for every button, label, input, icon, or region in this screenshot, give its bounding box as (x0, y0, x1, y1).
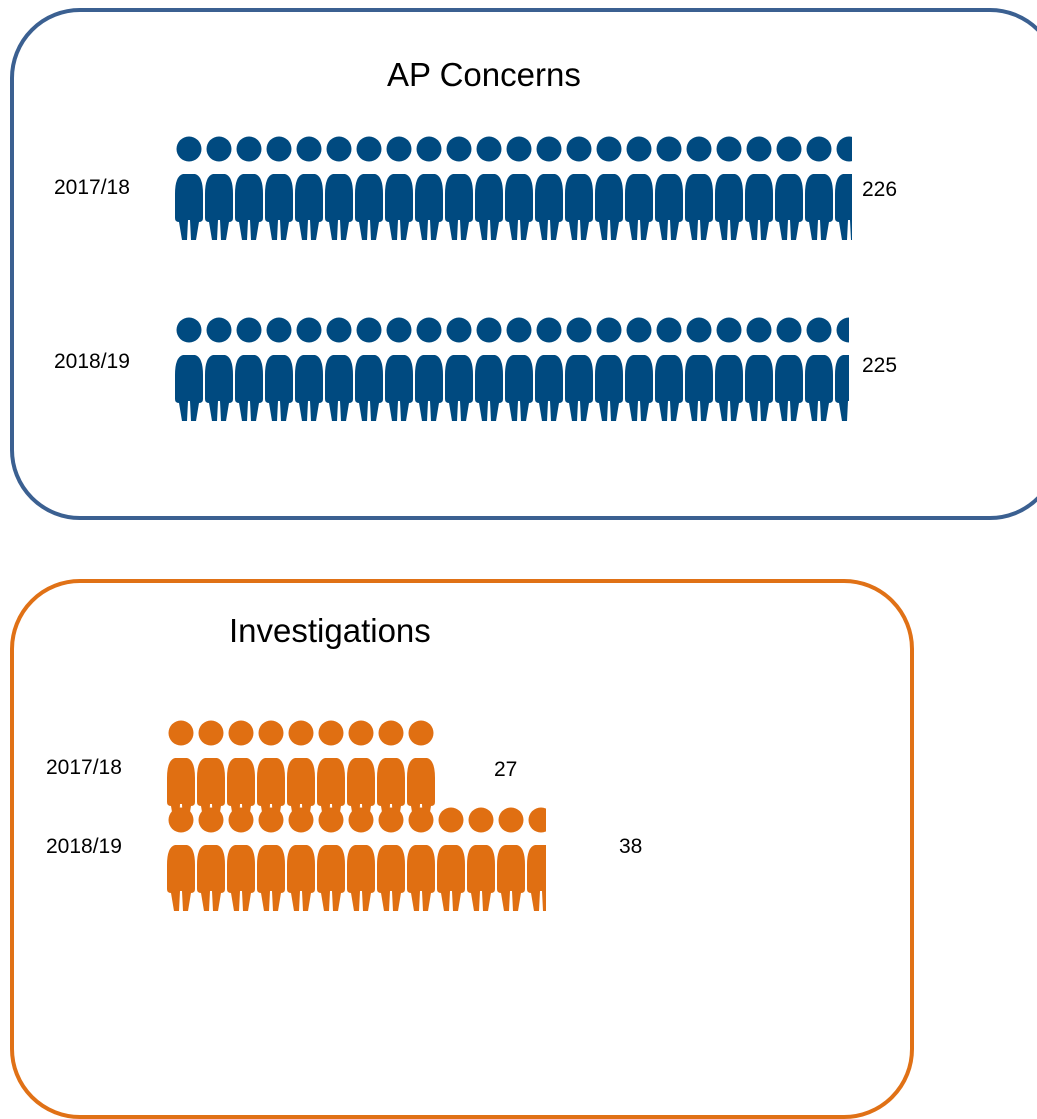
person-icon (325, 136, 353, 240)
person-icon (175, 317, 203, 421)
person-icon (295, 317, 323, 421)
person-icon (505, 136, 533, 240)
person-icon (497, 807, 525, 911)
person-icon (565, 317, 593, 421)
person-icon (317, 720, 345, 824)
person-icon (595, 317, 623, 421)
person-icon (377, 720, 405, 824)
person-icon (167, 807, 195, 911)
person-icon (437, 807, 465, 911)
person-icon (475, 136, 503, 240)
person-icon (445, 317, 473, 421)
person-icon (385, 317, 413, 421)
data-label: 226 (862, 178, 898, 201)
person-icon (287, 720, 315, 824)
person-icon (407, 807, 435, 911)
data-label: 38 (619, 835, 643, 858)
person-icon (325, 317, 353, 421)
person-icon (805, 136, 833, 240)
person-icon (535, 136, 563, 240)
person-icon (197, 807, 225, 911)
person-icon (415, 136, 443, 240)
person-icon (287, 807, 315, 911)
person-icon (595, 136, 623, 240)
person-icon (347, 720, 375, 824)
person-icon (475, 317, 503, 421)
person-icon (205, 317, 233, 421)
investigations-title: Investigations (229, 612, 431, 649)
person-icon (835, 317, 849, 421)
person-icon (685, 317, 713, 421)
person-icon (505, 317, 533, 421)
data-label: 27 (494, 758, 518, 781)
category-label: 2018/19 (54, 350, 130, 373)
ap-concerns-panel (10, 8, 1037, 520)
person-icon (175, 136, 203, 240)
pictogram-bar (167, 720, 435, 824)
person-icon (235, 136, 263, 240)
ap-concerns-title: AP Concerns (387, 56, 581, 93)
person-icon (205, 136, 233, 240)
data-label: 225 (862, 354, 898, 377)
person-icon (625, 317, 653, 421)
person-icon (415, 317, 443, 421)
pictogram-bar (175, 317, 849, 421)
person-icon (715, 136, 743, 240)
person-icon (257, 807, 285, 911)
person-icon (295, 136, 323, 240)
category-label: 2018/19 (46, 835, 122, 858)
person-icon (167, 720, 195, 824)
person-icon (565, 136, 593, 240)
person-icon (745, 136, 773, 240)
person-icon (805, 317, 833, 421)
person-icon (347, 807, 375, 911)
category-label: 2017/18 (54, 176, 130, 199)
person-icon (197, 720, 225, 824)
person-icon (317, 807, 345, 911)
person-icon (355, 136, 383, 240)
person-icon (265, 136, 293, 240)
person-icon (227, 807, 255, 911)
person-icon (625, 136, 653, 240)
person-icon (527, 807, 546, 911)
person-icon (467, 807, 495, 911)
person-icon (835, 136, 852, 240)
category-label: 2017/18 (46, 756, 122, 779)
person-icon (227, 720, 255, 824)
person-icon (407, 720, 435, 824)
person-icon (775, 317, 803, 421)
person-icon (685, 136, 713, 240)
person-icon (355, 317, 383, 421)
person-icon (745, 317, 773, 421)
person-icon (655, 317, 683, 421)
person-icon (655, 136, 683, 240)
person-icon (257, 720, 285, 824)
person-icon (715, 317, 743, 421)
pictogram-bar (175, 136, 852, 240)
pictogram-bar (167, 807, 546, 911)
person-icon (235, 317, 263, 421)
person-icon (265, 317, 293, 421)
person-icon (535, 317, 563, 421)
person-icon (377, 807, 405, 911)
person-icon (445, 136, 473, 240)
person-icon (775, 136, 803, 240)
person-icon (385, 136, 413, 240)
